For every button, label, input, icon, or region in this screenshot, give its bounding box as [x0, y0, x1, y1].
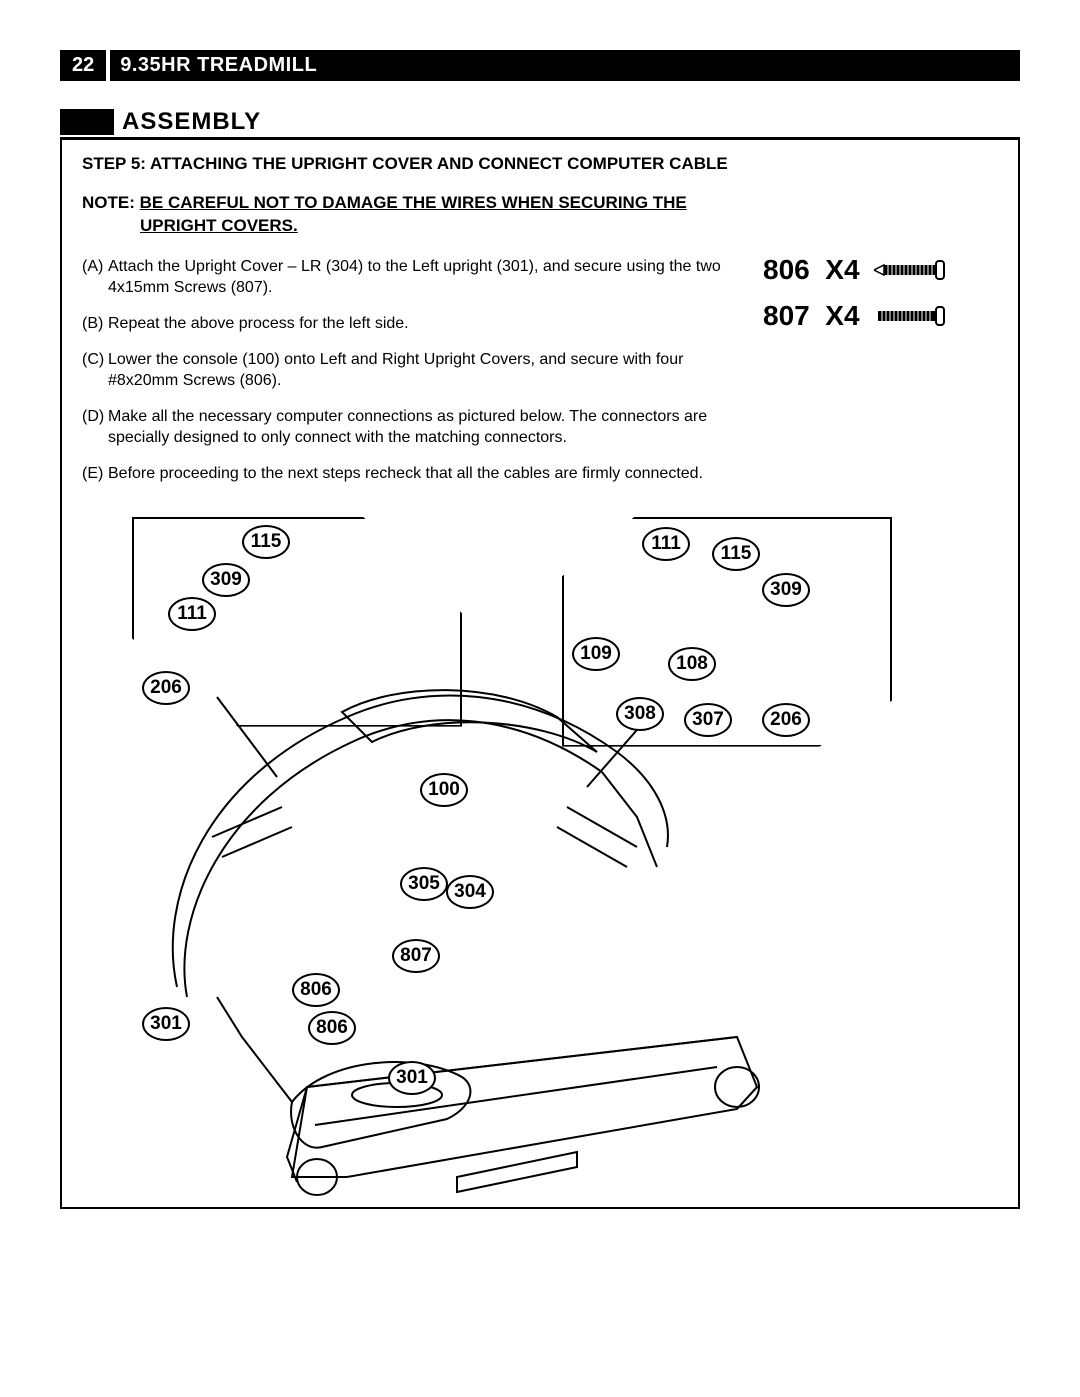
instructions-text: STEP 5: ATTACHING THE UPRIGHT COVER AND …	[82, 154, 763, 499]
step-letter: (D)	[82, 406, 108, 449]
step-item: (E) Before proceeding to the next steps …	[82, 463, 743, 485]
section-title: ASSEMBLY	[122, 109, 261, 135]
step-item: (B) Repeat the above process for the lef…	[82, 313, 743, 335]
hardware-label: 806 X4	[763, 254, 860, 286]
step-text: Make all the necessary computer connecti…	[108, 406, 743, 449]
section-marker	[60, 109, 114, 135]
instructions-row: STEP 5: ATTACHING THE UPRIGHT COVER AND …	[62, 140, 1018, 507]
part-callout: 305	[400, 867, 448, 901]
part-callout: 109	[572, 637, 620, 671]
treadmill-lineart	[97, 657, 797, 1197]
part-callout: 100	[420, 773, 468, 807]
part-callout: 206	[142, 671, 190, 705]
step-heading-text: ATTACHING THE UPRIGHT COVER AND CONNECT …	[150, 154, 728, 173]
part-callout: 309	[762, 573, 810, 607]
hardware-part: 807	[763, 300, 810, 331]
step-item: (C) Lower the console (100) onto Left an…	[82, 349, 743, 392]
part-callout: 108	[668, 647, 716, 681]
hardware-list: 806 X4	[763, 154, 998, 499]
part-callout: 807	[392, 939, 440, 973]
hardware-row: 806 X4	[763, 254, 998, 286]
step-heading-prefix: STEP 5	[82, 154, 140, 173]
part-callout: 115	[712, 537, 760, 571]
part-callout: 304	[446, 875, 494, 909]
step-letter: (E)	[82, 463, 108, 485]
hardware-qty: X4	[825, 254, 859, 285]
screw-icon	[874, 258, 954, 282]
step-text: Repeat the above process for the left si…	[108, 313, 743, 335]
page-header: 22 9.35HR TREADMILL	[60, 50, 1020, 81]
step-heading-sep: :	[140, 154, 150, 173]
part-callout: 806	[308, 1011, 356, 1045]
part-callout: 308	[616, 697, 664, 731]
content-frame: STEP 5: ATTACHING THE UPRIGHT COVER AND …	[60, 140, 1020, 1209]
part-callout: 301	[142, 1007, 190, 1041]
step-letter: (C)	[82, 349, 108, 392]
assembly-diagram: 115 309 111 206 111 115 309 109 108 308 …	[62, 507, 1018, 1207]
page-number: 22	[60, 50, 110, 81]
warning-note: NOTE: BE CAREFUL NOT TO DAMAGE THE WIRES…	[82, 192, 743, 238]
note-label: NOTE:	[82, 193, 140, 212]
part-callout: 206	[762, 703, 810, 737]
hardware-part: 806	[763, 254, 810, 285]
part-callout: 115	[242, 525, 290, 559]
step-text: Attach the Upright Cover – LR (304) to t…	[108, 256, 743, 299]
step-item: (A) Attach the Upright Cover – LR (304) …	[82, 256, 743, 299]
manual-page: 22 9.35HR TREADMILL ASSEMBLY STEP 5: ATT…	[0, 0, 1080, 1397]
section-header: ASSEMBLY	[60, 109, 1020, 135]
screw-icon	[874, 304, 954, 328]
step-letter: (B)	[82, 313, 108, 335]
part-callout: 307	[684, 703, 732, 737]
part-callout: 111	[168, 597, 216, 631]
part-callout: 111	[642, 527, 690, 561]
hardware-row: 807 X4	[763, 300, 998, 332]
step-item: (D) Make all the necessary computer conn…	[82, 406, 743, 449]
part-callout: 309	[202, 563, 250, 597]
part-callout: 301	[388, 1061, 436, 1095]
hardware-qty: X4	[825, 300, 859, 331]
note-line1: BE CAREFUL NOT TO DAMAGE THE WIRES WHEN …	[140, 193, 687, 212]
note-line2: UPRIGHT COVERS.	[140, 215, 743, 238]
part-callout: 806	[292, 973, 340, 1007]
step-letter: (A)	[82, 256, 108, 299]
hardware-label: 807 X4	[763, 300, 860, 332]
step-heading: STEP 5: ATTACHING THE UPRIGHT COVER AND …	[82, 154, 743, 174]
step-text: Before proceeding to the next steps rech…	[108, 463, 743, 485]
step-text: Lower the console (100) onto Left and Ri…	[108, 349, 743, 392]
manual-title: 9.35HR TREADMILL	[110, 50, 327, 81]
step-list: (A) Attach the Upright Cover – LR (304) …	[82, 256, 743, 485]
